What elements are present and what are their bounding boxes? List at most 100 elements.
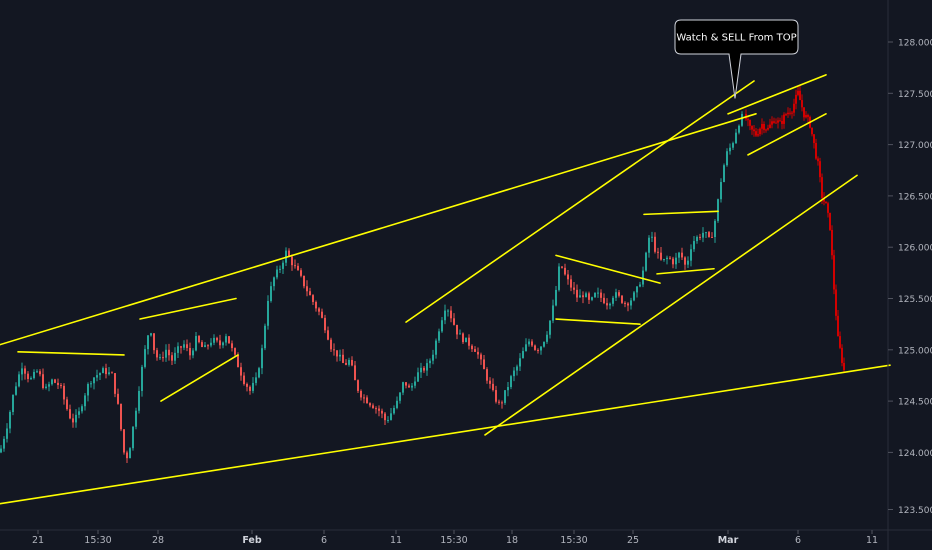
candle-body (501, 402, 503, 404)
candle-body (126, 452, 128, 459)
trendline[interactable] (643, 210, 719, 216)
candle (693, 235, 695, 252)
callout-box[interactable] (674, 19, 799, 99)
candle-body (198, 336, 200, 343)
x-tick-label: 11 (390, 535, 402, 546)
candle (339, 349, 341, 362)
candle-body (342, 354, 344, 363)
candle (648, 235, 650, 258)
candle (474, 346, 476, 353)
candle (714, 219, 716, 243)
trendline[interactable] (727, 74, 827, 115)
candle (516, 364, 518, 376)
candle (507, 381, 509, 397)
candle-body (15, 386, 17, 395)
candle-body (561, 266, 563, 268)
trendline[interactable] (0, 364, 891, 505)
candle-body (114, 373, 116, 394)
trendline[interactable] (17, 351, 125, 356)
projection-bar (753, 125, 755, 137)
candle-body (504, 390, 506, 403)
candle (315, 300, 317, 312)
candle (615, 288, 617, 301)
candle-body (579, 295, 581, 298)
candle (300, 268, 302, 278)
x-tick-label: 21 (32, 535, 44, 546)
x-axis[interactable]: 21 15:30 28 Feb 6 11 15:30 18 15:30 25 Mar 6 11 (32, 530, 878, 546)
candle (159, 353, 161, 361)
projection-bar (757, 128, 759, 137)
y-tick-label: 126.500 (898, 192, 932, 202)
candle-body (477, 351, 479, 355)
candle-body (411, 385, 413, 388)
candle-body (48, 384, 50, 387)
candle (36, 369, 38, 373)
projection-bar (805, 111, 807, 119)
candle (687, 256, 689, 268)
candle-body (717, 199, 719, 221)
candle-body (144, 349, 146, 367)
projection-body (759, 128, 761, 135)
candle-body (300, 270, 302, 276)
projection-bar (803, 107, 805, 121)
y-axis[interactable]: 128.000 127.500 127.000 126.500 126.000 125.5… (888, 39, 932, 517)
projection-body (751, 125, 753, 130)
trendline[interactable] (0, 113, 757, 346)
x-tick-label: Mar (718, 535, 739, 546)
candle (492, 378, 494, 392)
candle (363, 394, 365, 404)
candle (531, 339, 533, 348)
candle (231, 340, 233, 352)
candle-body (483, 359, 485, 370)
candle (183, 340, 185, 351)
candle-body (393, 407, 395, 414)
candle (582, 291, 584, 304)
candle (702, 227, 704, 243)
trendline[interactable] (405, 80, 755, 323)
annotation-layer[interactable]: Watch & SELL From TOP (674, 19, 799, 99)
trendline[interactable] (747, 113, 827, 156)
candle-body (429, 360, 431, 364)
trendline[interactable] (484, 174, 858, 436)
candle-body (537, 349, 539, 351)
projection-body (793, 103, 795, 113)
candle-body (234, 348, 236, 355)
candle (330, 337, 332, 352)
candle (729, 143, 731, 155)
trendline[interactable] (656, 267, 715, 275)
projection-bar (841, 344, 843, 367)
candle-body (186, 344, 188, 348)
trendline[interactable] (555, 254, 661, 284)
candle (426, 358, 428, 376)
projection-body (775, 122, 777, 124)
trendline[interactable] (160, 354, 239, 402)
candle (150, 332, 152, 337)
candle-body (531, 341, 533, 346)
projection-body (795, 94, 797, 104)
candle (741, 111, 743, 127)
candle-body (552, 305, 554, 321)
candle-body (252, 382, 254, 391)
candle-body (597, 292, 599, 294)
trendline-layer[interactable] (0, 74, 891, 505)
candle-body (672, 258, 674, 265)
x-tick-label: 11 (866, 535, 878, 546)
projection-body (749, 120, 751, 126)
projection-bar (777, 117, 779, 129)
candle-body (216, 337, 218, 341)
trendline[interactable] (555, 318, 641, 325)
candle (402, 381, 404, 396)
candle (90, 381, 92, 388)
candle-body (228, 336, 230, 344)
candle-body (528, 341, 530, 345)
candle-body (696, 236, 698, 242)
candle (606, 298, 608, 310)
trendline[interactable] (139, 297, 237, 320)
candle-body (735, 132, 737, 144)
candle-body (291, 256, 293, 266)
candle (66, 396, 68, 411)
candle (276, 265, 278, 280)
candle (294, 259, 296, 269)
projection-body (829, 212, 831, 230)
